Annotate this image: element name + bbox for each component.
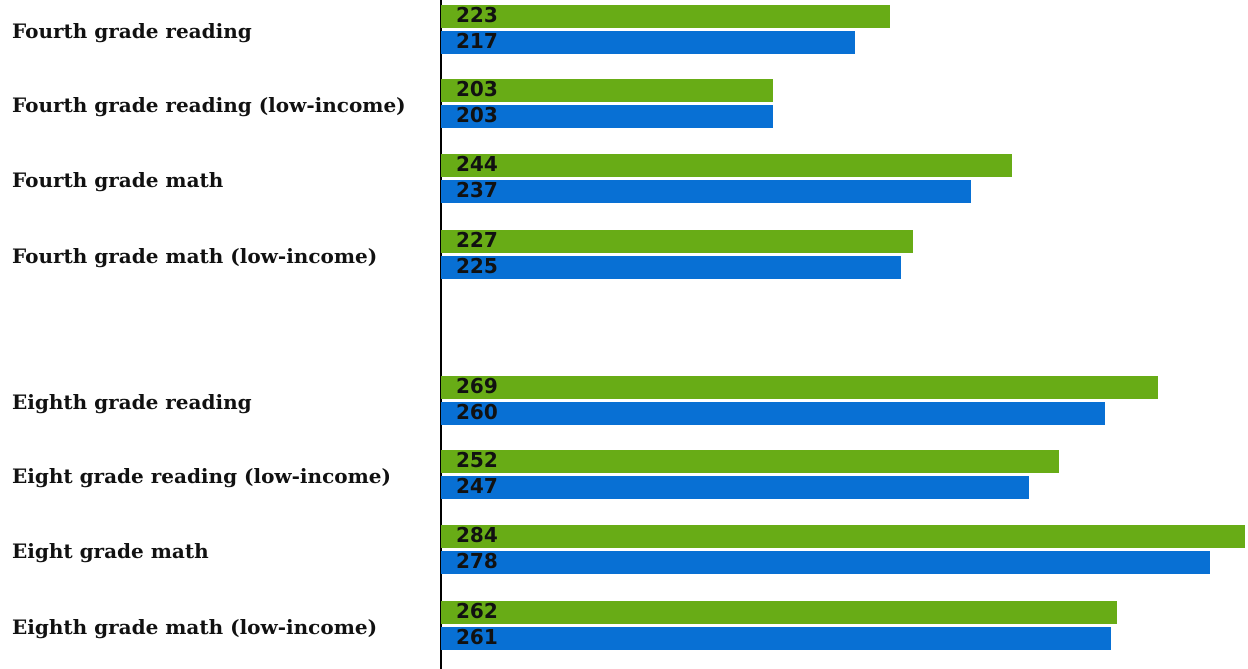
bar-value-label: 269 (456, 374, 498, 398)
bar-value-label: 284 (456, 523, 498, 547)
bar-series-1: 227 (441, 228, 913, 253)
bar-series-1: 252 (441, 448, 1059, 473)
bar-series-2: 261 (441, 625, 1111, 650)
category-label: Eight grade math (12, 539, 209, 563)
bar-value-label: 225 (456, 254, 498, 278)
bar-series-1: 284 (441, 523, 1245, 548)
bar-value-label: 260 (456, 400, 498, 424)
category-label: Eighth grade math (low-income) (12, 615, 378, 639)
category-axis-line (440, 0, 442, 669)
bar-series-1: 223 (441, 3, 890, 28)
bar-series-2: 217 (441, 29, 855, 54)
bar-series-2: 260 (441, 400, 1106, 425)
category-label: Fourth grade math (12, 168, 224, 192)
bar-series-2: 247 (441, 474, 1030, 499)
bar-series-1: 244 (441, 152, 1012, 177)
bar-value-label: 247 (456, 474, 498, 498)
bar-value-label: 227 (456, 228, 498, 252)
bar-series-2: 225 (441, 254, 902, 279)
category-label: Eight grade reading (low-income) (12, 464, 391, 488)
category-label: Fourth grade reading (12, 19, 252, 43)
bar-value-label: 278 (456, 549, 498, 573)
category-label: Fourth grade reading (low-income) (12, 93, 406, 117)
bar-value-label: 203 (456, 103, 498, 127)
bar-series-1: 262 (441, 599, 1117, 624)
bar-series-2: 203 (441, 103, 774, 128)
bar-value-label: 262 (456, 599, 498, 623)
bar-series-2: 237 (441, 178, 972, 203)
bar-value-label: 261 (456, 625, 498, 649)
bar-value-label: 237 (456, 178, 498, 202)
bar-value-label: 244 (456, 152, 498, 176)
category-label: Fourth grade math (low-income) (12, 244, 378, 268)
bar-value-label: 252 (456, 448, 498, 472)
category-label: Eighth grade reading (12, 390, 252, 414)
bar-series-1: 203 (441, 77, 774, 102)
bar-value-label: 217 (456, 29, 498, 53)
bar-value-label: 223 (456, 3, 498, 27)
bar-series-2: 278 (441, 549, 1211, 574)
bar-series-1: 269 (441, 374, 1158, 399)
bar-value-label: 203 (456, 77, 498, 101)
